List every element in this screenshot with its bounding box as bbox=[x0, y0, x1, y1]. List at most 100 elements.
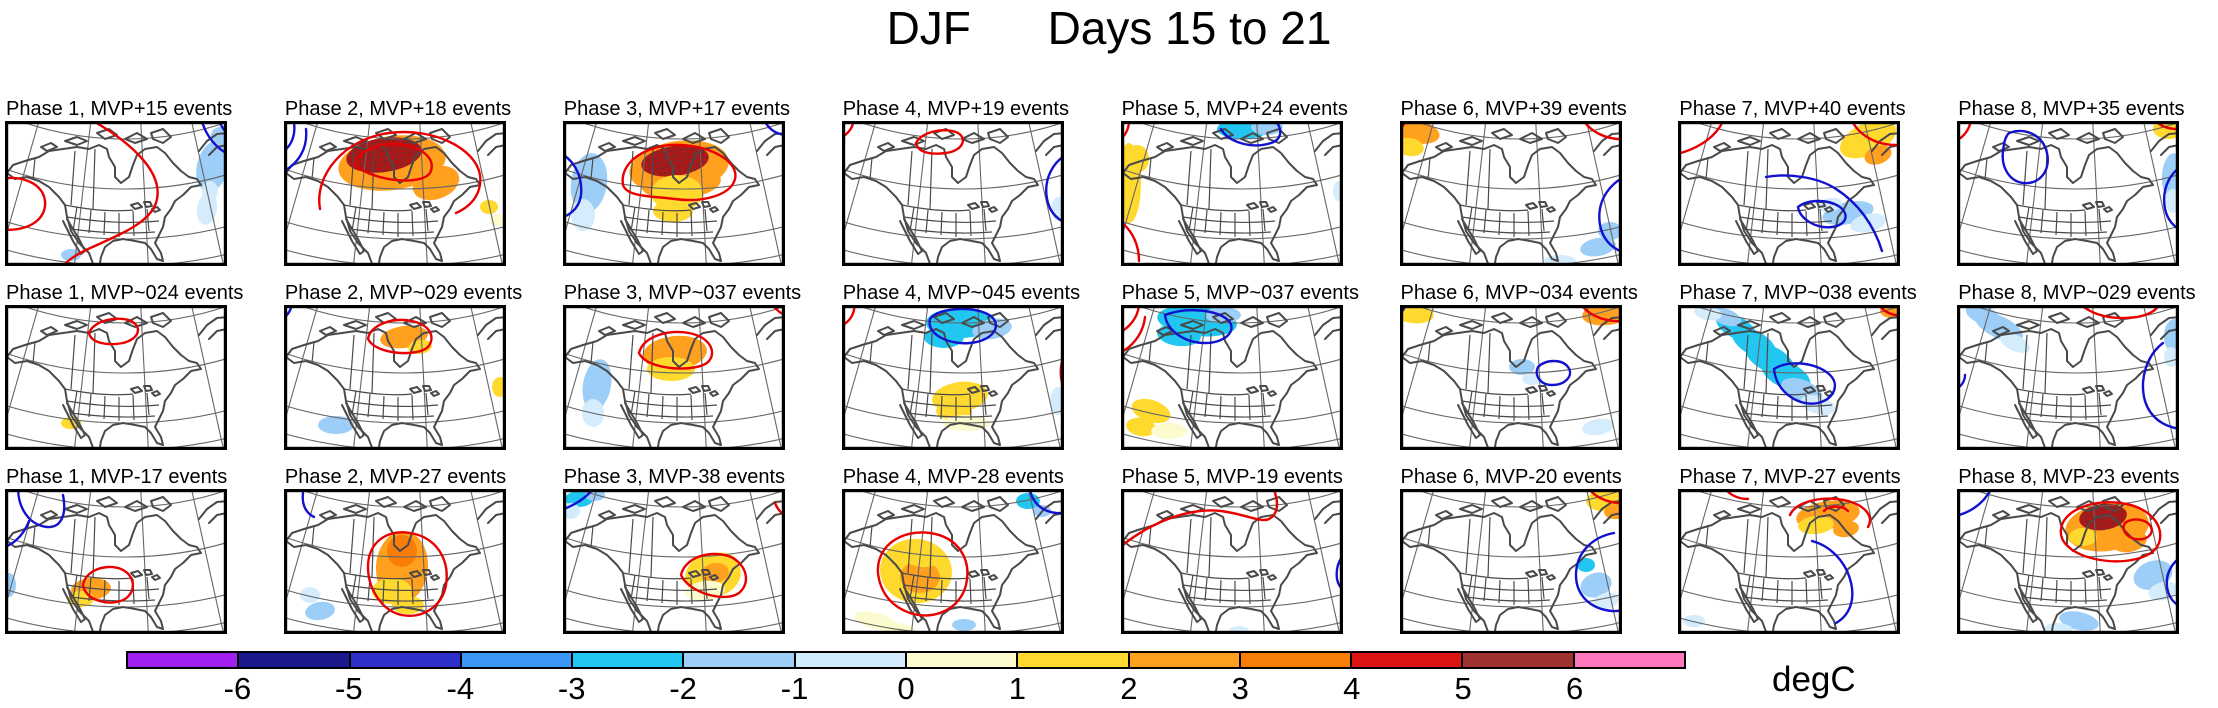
anomaly-shading bbox=[317, 325, 506, 434]
contour-lines bbox=[1678, 121, 1901, 253]
map-panel: Phase 5, MVP- 19 events bbox=[1120, 459, 1343, 634]
panel-phase-label: Phase 4, MVP- bbox=[842, 466, 978, 488]
panel-label: Phase 1, MVP- 17 events bbox=[5, 459, 227, 489]
panel-event-count: 27 events bbox=[1813, 466, 1901, 488]
panel-event-count: 38 events bbox=[1830, 282, 1917, 304]
panel-phase-label: Phase 2, MVP~0 bbox=[284, 282, 436, 304]
colorbar-segment bbox=[1352, 653, 1464, 667]
colorbar-tick-label: -4 bbox=[446, 671, 475, 706]
panel-event-count: 19 events bbox=[1256, 466, 1343, 488]
contour-lines bbox=[301, 489, 448, 617]
panel-event-count: 28 events bbox=[977, 466, 1064, 488]
anomaly-map bbox=[5, 305, 227, 450]
map-panel: Phase 7, MVP- 27 events bbox=[1678, 459, 1901, 634]
anomaly-map bbox=[5, 121, 227, 266]
colorbar-tick-labels: -6 -5 -4 -3 -2 -1 0 1 2 3 4 5 6 bbox=[126, 671, 1686, 707]
panel-phase-label: Phase 7, MVP+ bbox=[1679, 98, 1819, 120]
anomaly-map bbox=[1120, 305, 1343, 450]
map-panel: Phase 4, MVP+ 19 events bbox=[841, 91, 1069, 266]
panel-phase-label: Phase 8, MVP- bbox=[1958, 466, 2093, 488]
panel-phase-label: Phase 3, MVP- bbox=[563, 466, 699, 488]
map-panel: Phase 8, MVP~0 29 events bbox=[1957, 275, 2196, 450]
colorbar-tick-label: 3 bbox=[1231, 671, 1249, 706]
colorbar-tick-label: 0 bbox=[897, 671, 915, 706]
colorbar-segment bbox=[1240, 653, 1353, 667]
anomaly-map bbox=[283, 489, 506, 634]
map-panel: Phase 7, MVP+ 40 events bbox=[1678, 91, 1906, 266]
colorbar-unit-label: degC bbox=[1772, 660, 1856, 699]
anomaly-map bbox=[1120, 121, 1343, 266]
panel-event-count: 20 events bbox=[1535, 466, 1622, 488]
contour-lines bbox=[1574, 489, 1622, 613]
contour-lines bbox=[1724, 489, 1872, 625]
panel-event-count: 15 events bbox=[145, 98, 233, 120]
panel-label: Phase 8, MVP~0 29 events bbox=[1957, 275, 2195, 305]
contour-lines bbox=[637, 305, 785, 370]
panel-event-count: 39 events bbox=[1540, 98, 1627, 120]
panel-event-count: 40 events bbox=[1818, 98, 1906, 120]
panel-label: Phase 3, MVP~0 37 events bbox=[563, 275, 801, 305]
colorbar-segment bbox=[239, 653, 351, 667]
panel-event-count: 38 events bbox=[698, 466, 786, 488]
panel-event-count: 17 events bbox=[703, 98, 791, 120]
colorbar bbox=[126, 651, 1686, 669]
panel-phase-label: Phase 3, MVP~0 bbox=[563, 282, 715, 304]
anomaly-shading bbox=[2153, 121, 2180, 213]
map-panel: Phase 4, MVP- 28 events bbox=[841, 459, 1064, 634]
panel-event-count: 24 events bbox=[1261, 98, 1348, 120]
anomaly-map bbox=[1399, 489, 1622, 634]
panel-phase-label: Phase 2, MVP+ bbox=[284, 98, 425, 120]
anomaly-map bbox=[283, 305, 506, 450]
map-panel: Phase 3, MVP- 38 events bbox=[562, 459, 786, 634]
colorbar-segment bbox=[795, 653, 907, 667]
panel-event-count: 29 events bbox=[435, 282, 523, 304]
panel-label: Phase 1, MVP+ 15 events bbox=[5, 91, 232, 121]
colorbar-tick-label: 2 bbox=[1120, 671, 1138, 706]
colorbar-tick-label: -2 bbox=[669, 671, 697, 706]
anomaly-map bbox=[5, 489, 227, 634]
contour-lines bbox=[1120, 491, 1343, 592]
panel-event-count: 37 events bbox=[714, 282, 802, 304]
colorbar-segment bbox=[573, 653, 685, 667]
colorbar-tick-label: 5 bbox=[1454, 671, 1472, 706]
panel-event-count: 23 events bbox=[2092, 466, 2180, 488]
colorbar-tick-label: 6 bbox=[1565, 671, 1584, 706]
anomaly-map bbox=[1399, 121, 1622, 266]
panel-event-count: 37 events bbox=[1272, 282, 1359, 304]
contour-lines bbox=[283, 305, 433, 355]
panel-phase-label: Phase 6, MVP- bbox=[1400, 466, 1536, 488]
panel-event-count: 29 events bbox=[2108, 282, 2196, 304]
panel-phase-label: Phase 5, MVP+ bbox=[1121, 98, 1262, 120]
colorbar-segment bbox=[1463, 653, 1575, 667]
contour-lines bbox=[876, 489, 1064, 617]
map-panel: Phase 1, MVP- 17 events bbox=[5, 459, 227, 634]
panel-phase-label: Phase 8, MVP+ bbox=[1958, 98, 2098, 120]
colorbar-tick-label: -5 bbox=[335, 671, 363, 706]
panel-label: Phase 6, MVP- 20 events bbox=[1400, 459, 1622, 489]
map-panel: Phase 6, MVP~0 34 events bbox=[1399, 275, 1638, 450]
colorbar-segment bbox=[906, 653, 1019, 667]
colorbar-segment bbox=[1129, 653, 1241, 667]
map-panel: Phase 6, MVP+ 39 events bbox=[1399, 91, 1627, 266]
map-panel: Phase 4, MVP~0 45 events bbox=[841, 275, 1080, 450]
map-panel: Phase 1, MVP~0 24 events bbox=[5, 275, 243, 450]
anomaly-map bbox=[1678, 305, 1901, 450]
panel-label: Phase 7, MVP+ 40 events bbox=[1678, 91, 1905, 121]
colorbar-tick-label: 4 bbox=[1343, 671, 1361, 706]
panel-phase-label: Phase 2, MVP- bbox=[284, 466, 420, 488]
panel-event-count: 17 events bbox=[140, 466, 228, 488]
panel-label: Phase 2, MVP- 27 events bbox=[284, 459, 506, 489]
contour-lines bbox=[5, 121, 227, 266]
panel-phase-label: Phase 7, MVP- bbox=[1679, 466, 1814, 488]
map-panel: Phase 2, MVP- 27 events bbox=[283, 459, 506, 634]
colorbar-segment bbox=[350, 653, 462, 667]
map-panel: Phase 7, MVP~0 38 events bbox=[1678, 275, 1917, 450]
contour-lines bbox=[1773, 305, 1901, 405]
anomaly-shading bbox=[1683, 500, 1861, 627]
panel-label: Phase 4, MVP+ 19 events bbox=[842, 91, 1069, 121]
panel-label: Phase 5, MVP+ 24 events bbox=[1121, 91, 1348, 121]
colorbar-tick-label: -1 bbox=[780, 671, 809, 706]
panel-phase-label: Phase 1, MVP~0 bbox=[6, 282, 157, 304]
colorbar-segment bbox=[1018, 653, 1130, 667]
panel-phase-label: Phase 3, MVP+ bbox=[563, 98, 704, 120]
